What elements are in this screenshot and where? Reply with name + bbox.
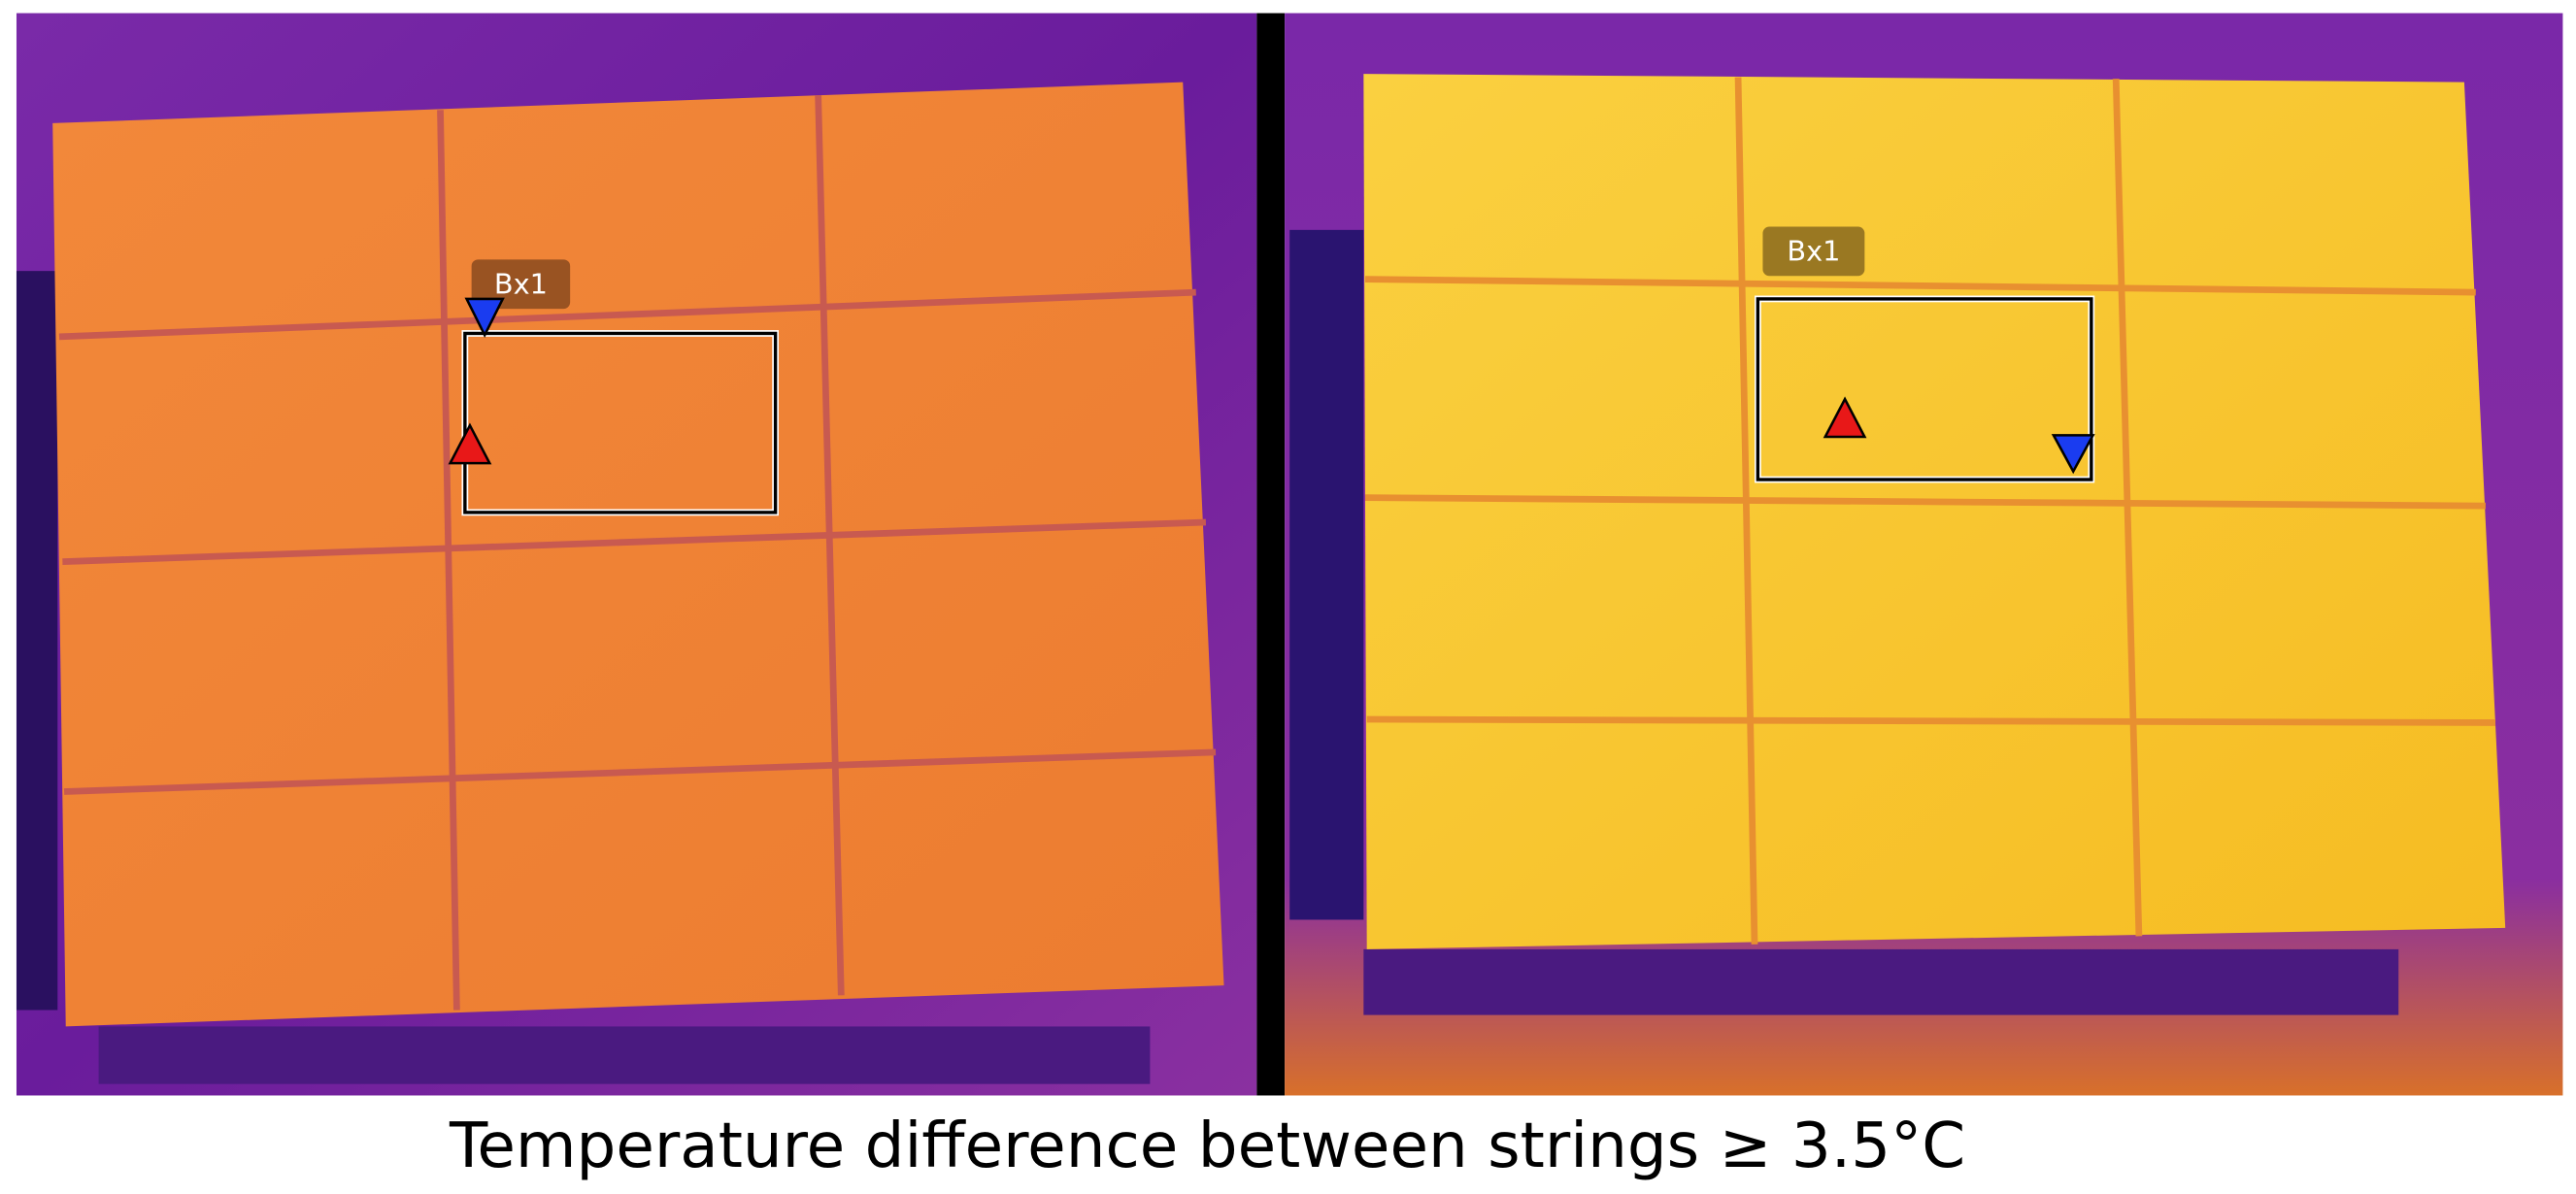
box-label: Bx1 [1787,235,1840,268]
box-label: Bx1 [494,267,548,300]
thermal-image-right: Bx1 [1285,13,2563,1096]
caption: Temperature difference between strings ≥… [449,1110,1965,1182]
thermal-image-left: Bx1 [16,13,1257,1096]
divider [1256,13,1286,1096]
